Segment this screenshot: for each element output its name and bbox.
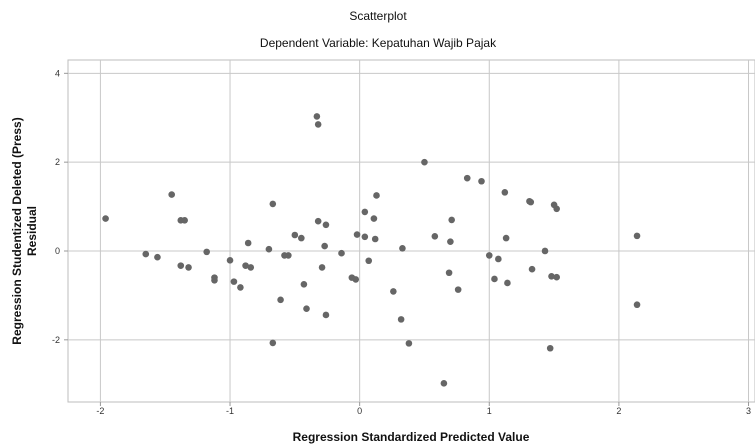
data-point [485,252,493,259]
y-tick-label: -2 [52,335,60,345]
data-point [181,217,188,224]
data-point [154,253,161,261]
data-point [291,231,299,239]
data-point [397,316,405,323]
y-axis-label-line2: Residual [25,206,39,256]
data-points [102,113,641,387]
x-tick-label: -1 [226,406,234,416]
data-point [447,238,454,245]
data-point [463,174,471,182]
data-point [504,279,511,287]
data-point [318,264,326,271]
data-point [203,248,210,256]
data-point [390,288,397,295]
data-point [502,234,510,242]
y-axis-label-line1: Regression Studentized Deleted (Press) [10,117,24,344]
y-tick-label: 4 [55,68,60,78]
data-point [102,215,109,222]
data-point [269,339,277,347]
data-point [300,280,308,288]
data-point [361,208,369,216]
data-point [478,177,485,185]
data-point [353,231,361,238]
data-point [440,380,448,387]
data-point [399,245,406,252]
x-tick-label: 0 [357,406,362,416]
data-point [237,284,244,291]
data-point [313,113,321,120]
data-point [242,262,249,269]
data-point [548,273,555,280]
x-tick-label: 3 [746,406,751,416]
data-point [185,264,192,271]
data-point [373,192,380,199]
data-point [633,301,641,309]
data-point [303,305,310,313]
data-point [269,200,277,208]
data-point [352,276,360,283]
grid-lines [68,60,755,402]
data-point [265,245,273,253]
data-point [431,233,439,240]
data-point [501,189,509,196]
y-tick-label: 2 [55,157,60,167]
data-point [338,249,345,257]
data-point [371,235,379,243]
data-point [445,269,453,277]
x-tick-label: -2 [96,406,104,416]
x-axis-ticks: -2 -1 0 1 2 3 [96,402,751,416]
data-point [285,252,292,259]
data-point [365,257,373,265]
x-tick-label: 2 [616,406,621,416]
data-point [553,273,560,281]
data-point [454,286,462,293]
data-point [168,191,175,198]
data-point [230,278,238,285]
y-axis-ticks: -2 0 2 4 [52,68,68,345]
data-point [322,221,330,229]
data-point [321,242,328,250]
data-point [177,262,185,269]
data-point [226,257,234,264]
data-point [277,296,284,304]
data-point [298,234,305,242]
data-point [633,232,641,240]
data-point [361,233,369,241]
data-point [322,311,330,319]
data-point [553,205,560,213]
chart-subtitle: Dependent Variable: Kepatuhan Wajib Paja… [260,36,497,50]
data-point [314,121,322,128]
data-point [448,216,455,224]
y-tick-label: 0 [55,246,60,256]
plot-area [67,59,755,403]
data-point [370,215,378,222]
data-point [527,198,535,206]
data-point [541,247,549,255]
chart-title: Scatterplot [349,9,407,23]
x-axis-label: Regression Standardized Predicted Value [293,430,530,444]
data-point [247,264,255,271]
data-point [528,265,536,273]
data-point [142,250,150,258]
data-point [491,275,498,283]
data-point [495,255,502,263]
data-point [211,277,218,284]
data-point [421,158,428,166]
data-point [244,239,252,247]
data-point [405,340,413,347]
data-point [314,217,322,225]
x-tick-label: 1 [487,406,492,416]
data-point [546,344,554,352]
